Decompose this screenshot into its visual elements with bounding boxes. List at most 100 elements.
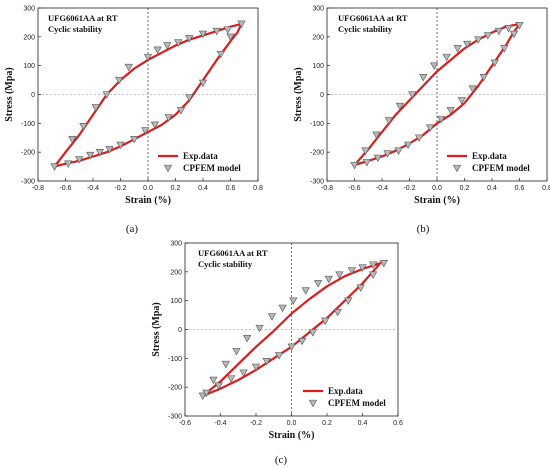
y-tick-label: 0 — [178, 327, 182, 334]
legend-triangle-swatch — [452, 164, 462, 173]
x-tick-label: -0.8 — [32, 185, 44, 192]
series-cpfem-point — [415, 134, 424, 142]
panel-label: (a) — [126, 223, 139, 235]
series-cpfem-point — [350, 161, 359, 170]
x-tick-label: 0.8 — [253, 185, 263, 192]
series-cpfem-point — [347, 267, 356, 275]
series-cpfem-point — [483, 32, 492, 40]
chart-title-line-1: UFG6061AA at RT — [338, 13, 408, 23]
chart-title-line-1: UFG6061AA at RT — [48, 13, 118, 23]
series-cpfem-point — [232, 347, 241, 356]
series-cpfem-point — [141, 127, 150, 135]
y-tick-label: -100 — [21, 121, 35, 128]
series-cpfem-point — [86, 151, 95, 160]
series-cpfem-point — [395, 102, 404, 111]
series-cpfem-point — [287, 343, 296, 352]
series-cpfem-point — [437, 115, 446, 124]
series-cpfem-point — [453, 45, 462, 53]
series-cpfem-point — [379, 260, 388, 268]
series-cpfem-point — [267, 313, 277, 321]
x-tick-label: 0.0 — [432, 185, 442, 192]
series-cpfem-point — [227, 375, 236, 383]
y-tick-label: 300 — [312, 6, 324, 13]
series-cpfem-point — [298, 337, 307, 346]
series-cpfem-point — [185, 94, 194, 102]
panel-label: (b) — [417, 223, 430, 235]
series-cpfem-point — [174, 39, 183, 47]
series-cpfem-point — [356, 284, 365, 292]
series-cpfem-point — [404, 141, 413, 150]
series-cpfem-point — [479, 74, 488, 82]
series-cpfem-point — [221, 360, 230, 369]
series-cpfem-point — [314, 280, 323, 288]
series-exp-data-line — [202, 262, 382, 397]
series-cpfem-point — [274, 352, 284, 360]
series-cpfem-point — [335, 271, 344, 279]
series-cpfem-point — [91, 104, 100, 112]
x-tick-label: -0.4 — [376, 185, 388, 192]
y-tick-label: -200 — [21, 150, 35, 157]
legend-label-exp: Exp.data — [472, 151, 507, 161]
series-cpfem-point — [143, 53, 153, 62]
series-cpfem-point — [515, 22, 524, 30]
x-tick-label: 0.0 — [143, 185, 153, 192]
x-tick-label: -0.4 — [87, 185, 99, 192]
y-tick-label: 100 — [23, 63, 35, 70]
series-cpfem-point — [333, 309, 342, 317]
series-cpfem-point — [150, 121, 159, 129]
y-tick-label: 100 — [170, 298, 182, 305]
series-cpfem-point — [474, 36, 483, 44]
series-cpfem-point — [383, 150, 392, 158]
series-cpfem-point — [372, 131, 381, 140]
series-cpfem-point — [504, 25, 513, 33]
series-cpfem-point — [212, 27, 221, 36]
series-cpfem-point — [255, 324, 264, 333]
x-tick-label: 0.8 — [542, 185, 550, 192]
series-cpfem-point — [500, 45, 509, 53]
series-cpfem-point — [116, 141, 125, 150]
series-cpfem-point — [239, 369, 248, 377]
y-axis-label: Stress (Mpa) — [151, 302, 162, 357]
x-tick-label: -0.8 — [321, 185, 333, 192]
series-cpfem-point — [64, 160, 73, 168]
series-cpfem-point — [214, 382, 223, 390]
y-tick-label: 0 — [320, 92, 324, 99]
y-tick-label: -300 — [310, 179, 324, 186]
series-cpfem-point — [95, 148, 104, 157]
series-cpfem-point — [209, 376, 218, 385]
series-cpfem-point — [163, 42, 172, 50]
y-tick-label: 200 — [170, 269, 182, 276]
series-cpfem-point — [490, 59, 499, 68]
x-tick-label: -0.2 — [403, 185, 415, 192]
series-cpfem-point — [289, 297, 298, 305]
y-tick-label: 300 — [23, 6, 35, 13]
x-tick-label: -0.2 — [250, 420, 262, 427]
series-cpfem-point — [419, 74, 428, 82]
x-tick-label: -0.6 — [59, 185, 71, 192]
y-tick-label: -200 — [310, 150, 324, 157]
series-cpfem-point — [373, 154, 382, 163]
chart-title-line-2: Cyclic stability — [338, 24, 393, 34]
series-cpfem-point — [262, 358, 271, 366]
chart-panel-1: -0.8 -0.6 -0.4 -0.2 0.0 0.2 0.4 0.6 0.8 -300 -200 -… — [293, 6, 550, 236]
x-tick-label: -0.2 — [114, 185, 126, 192]
series-cpfem-point — [430, 62, 439, 70]
legend-label-exp: Exp.data — [328, 386, 363, 396]
legend-triangle-swatch — [308, 399, 318, 408]
series-cpfem-point — [384, 117, 393, 125]
x-axis-label: Strain (%) — [125, 195, 171, 206]
series-cpfem-point — [324, 275, 333, 284]
x-tick-label: -0.4 — [214, 420, 226, 427]
series-cpfem-point — [251, 363, 261, 372]
x-tick-label: 0.6 — [515, 185, 525, 192]
x-tick-label: 0.6 — [393, 420, 403, 427]
x-tick-label: 0.2 — [322, 420, 332, 427]
x-tick-label: 0.2 — [171, 185, 181, 192]
legend-label-cpfem: CPFEM model — [472, 163, 530, 173]
series-cpfem-point — [176, 107, 186, 115]
series-cpfem-point — [442, 53, 451, 62]
series-cpfem-point — [223, 26, 232, 34]
series-cpfem-point — [394, 147, 403, 155]
y-tick-label: 300 — [170, 241, 182, 248]
